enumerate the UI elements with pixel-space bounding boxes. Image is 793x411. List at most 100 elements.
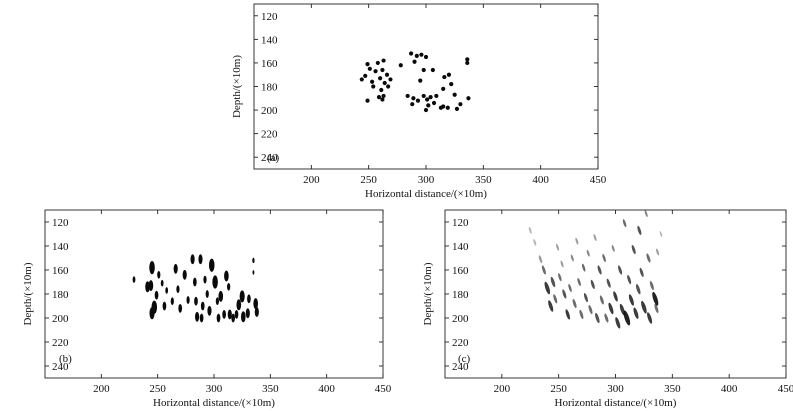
data-point: [384, 72, 390, 77]
data-point: [231, 313, 235, 323]
plot-frame: [44, 209, 384, 379]
data-point: [593, 234, 597, 242]
data-point: [182, 269, 187, 280]
data-point: [218, 290, 224, 302]
y-tick-label: 160: [261, 58, 278, 70]
data-point: [207, 305, 212, 316]
panel-tag: (c): [458, 353, 471, 365]
y-axis-label: Depth/(×10m): [231, 55, 243, 118]
y-tick-label: 220: [261, 129, 278, 141]
data-point: [575, 237, 579, 245]
data-point: [410, 102, 415, 107]
data-point: [562, 289, 567, 299]
data-point: [375, 60, 380, 66]
data-point: [170, 297, 174, 306]
data-point: [363, 73, 368, 78]
data-point: [641, 300, 647, 314]
data-point: [247, 294, 251, 304]
data-point: [635, 284, 641, 295]
y-tick-label: 120: [52, 217, 69, 229]
data-point: [611, 244, 615, 252]
data-point: [656, 248, 660, 256]
data-point: [245, 308, 250, 319]
data-point: [646, 253, 651, 263]
y-tick-label: 140: [52, 241, 69, 253]
data-point: [637, 225, 642, 235]
x-tick-label: 450: [375, 383, 392, 395]
data-point: [548, 300, 554, 312]
y-axis-label: Depth/(×10m): [422, 262, 434, 325]
x-tick-label: 200: [93, 383, 110, 395]
data-point: [604, 313, 609, 323]
data-point: [622, 219, 627, 228]
data-point: [618, 265, 623, 275]
data-point: [565, 309, 571, 320]
data-point: [240, 311, 246, 323]
data-point: [425, 97, 430, 102]
data-point: [380, 67, 385, 73]
panel-c: 200 250 300 350 400 450 120 140 160 180 200 220 240 H…: [422, 209, 793, 409]
data-point: [619, 303, 625, 316]
data-point: [423, 54, 429, 60]
data-point: [157, 270, 161, 279]
data-point: [132, 276, 136, 283]
data-point: [430, 67, 435, 73]
data-point: [445, 105, 450, 110]
data-point: [370, 79, 375, 84]
y-tick-label: 140: [452, 241, 469, 253]
data-point: [412, 59, 417, 64]
data-point: [224, 270, 229, 282]
data-point: [442, 74, 447, 80]
data-point: [553, 294, 558, 304]
y-tick-label: 120: [261, 11, 278, 23]
x-tick-label: 200: [303, 174, 320, 186]
data-point: [365, 62, 370, 67]
data-point: [165, 287, 169, 294]
data-point: [208, 258, 215, 272]
data-point: [652, 291, 659, 306]
data-point: [615, 317, 621, 329]
panel-tag: (a): [267, 152, 280, 164]
data-point: [381, 93, 386, 99]
data-point: [239, 290, 245, 303]
data-point: [252, 270, 255, 275]
data-point: [644, 210, 648, 218]
data-point: [628, 294, 634, 306]
data-point: [583, 293, 588, 303]
data-point: [365, 98, 370, 103]
y-tick-label: 200: [52, 313, 69, 325]
x-tick-label: 250: [149, 383, 166, 395]
data-point: [398, 63, 403, 68]
data-point: [414, 53, 419, 58]
y-tick-label: 140: [261, 34, 278, 46]
y-tick-label: 240: [52, 361, 69, 373]
y-tick-label: 220: [452, 337, 469, 349]
data-point: [465, 57, 470, 62]
data-point: [544, 281, 551, 295]
x-axis-label: Horizontal distance/(×10m): [365, 188, 487, 200]
x-tick-label: 300: [206, 383, 223, 395]
data-point: [449, 82, 454, 87]
data-point: [215, 297, 219, 306]
data-point: [381, 58, 386, 63]
plot-frame: [253, 3, 599, 170]
data-point: [431, 100, 437, 106]
data-point: [654, 303, 659, 313]
data-point: [373, 69, 378, 74]
x-tick-label: 400: [318, 383, 335, 395]
data-point: [631, 245, 636, 255]
x-axis-label: Horizontal distance/(×10m): [153, 397, 275, 409]
y-tick-label: 180: [52, 289, 69, 301]
data-point: [606, 278, 611, 288]
data-point: [359, 77, 364, 82]
data-point: [388, 77, 393, 82]
data-point: [205, 290, 209, 298]
data-point: [538, 255, 543, 264]
x-axis-label: Horizontal distance/(×10m): [555, 397, 677, 409]
data-point: [200, 301, 205, 311]
data-point: [577, 277, 581, 287]
y-tick-label: 180: [452, 289, 469, 301]
data-point: [376, 95, 382, 100]
data-point: [160, 279, 164, 287]
data-point: [647, 312, 653, 324]
